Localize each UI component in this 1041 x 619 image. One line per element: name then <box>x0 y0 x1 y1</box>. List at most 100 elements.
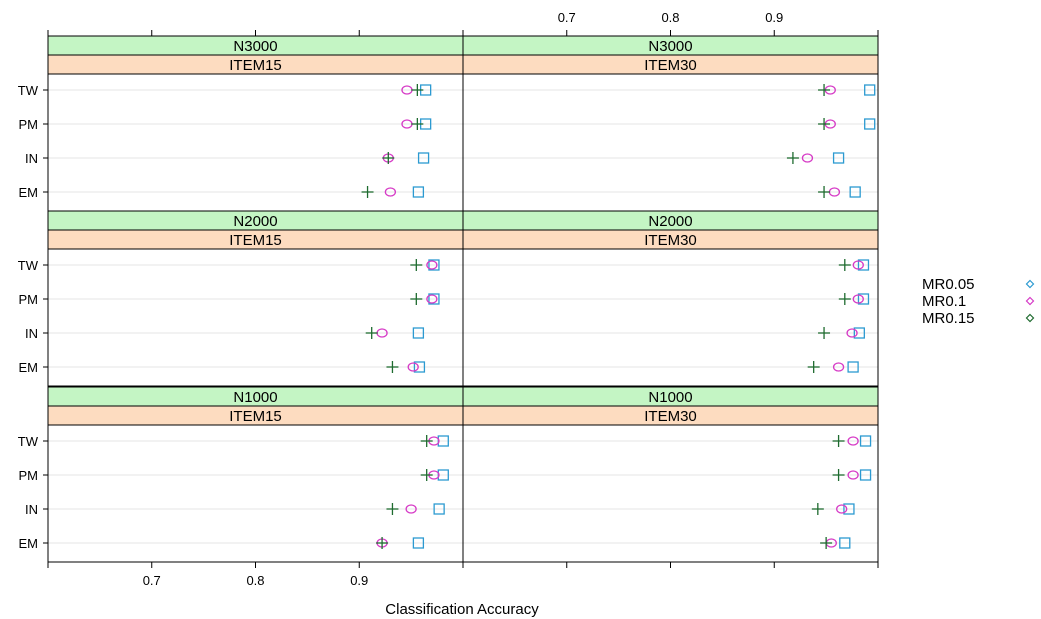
point-mr0-1-tw <box>847 436 859 446</box>
panel-border <box>47 73 464 212</box>
point-mr0-1-em <box>832 362 845 372</box>
strip-item-count-label: ITEM30 <box>644 232 697 249</box>
point-mr0-15-em <box>361 186 374 198</box>
point-mr0-15-pm <box>832 469 845 481</box>
panel-n3000-item30: N3000 ITEM30 <box>462 35 879 212</box>
y-tick-label-em: EM <box>19 185 39 200</box>
point-mr0-05-in <box>832 152 845 164</box>
y-tick-label-em: EM <box>19 360 39 375</box>
point-mr0-15-in <box>365 327 378 339</box>
point-mr0-15-em <box>818 186 831 198</box>
point-mr0-1-tw <box>852 260 864 270</box>
point-mr0-05-em <box>413 361 426 373</box>
point-mr0-05-pm <box>864 118 876 130</box>
point-mr0-05-tw <box>428 259 440 271</box>
strip-sample-size-label: N3000 <box>233 38 277 55</box>
point-mr0-1-in <box>836 504 848 514</box>
x-tick-label-bottom: 0.8 <box>246 573 264 588</box>
y-tick-label-pm: PM <box>19 117 39 132</box>
y-tick-label-pm: PM <box>19 292 39 307</box>
point-mr0-1-in <box>405 504 417 514</box>
point-mr0-1-tw <box>426 260 438 270</box>
x-tick-label-bottom: 0.9 <box>350 573 368 588</box>
strip-item-count-label: ITEM30 <box>644 57 697 74</box>
point-mr0-15-em <box>820 537 833 549</box>
strip-sample-size-label: N2000 <box>233 213 277 230</box>
point-mr0-1-in <box>801 153 814 163</box>
point-mr0-15-tw <box>832 435 845 447</box>
point-mr0-15-pm <box>411 118 424 130</box>
legend-label-mr0-05: MR0.05 <box>922 276 975 293</box>
panel-border <box>47 248 464 387</box>
point-mr0-1-pm <box>426 294 438 304</box>
x-tick-label-top: 0.7 <box>558 10 576 25</box>
panel-border <box>462 424 879 563</box>
point-mr0-05-em <box>847 361 859 373</box>
y-tick-label-em: EM <box>19 536 39 551</box>
y-tick-label-in: IN <box>25 502 38 517</box>
point-mr0-15-in <box>382 152 395 164</box>
point-mr0-1-pm <box>852 294 864 304</box>
legend-label-mr0-15: MR0.15 <box>922 310 975 327</box>
point-mr0-05-pm <box>428 293 440 305</box>
point-mr0-15-tw <box>411 84 424 96</box>
point-mr0-05-in <box>412 327 425 339</box>
strip-sample-size-label: N2000 <box>648 213 692 230</box>
point-mr0-1-in <box>846 328 858 338</box>
x-tick-label-top: 0.9 <box>765 10 783 25</box>
point-mr0-15-in <box>818 327 831 339</box>
point-mr0-15-pm <box>818 118 831 130</box>
point-mr0-05-pm <box>859 469 872 481</box>
point-mr0-05-tw <box>857 259 870 271</box>
point-mr0-05-tw <box>859 435 872 447</box>
y-tick-label-tw: TW <box>18 258 39 273</box>
point-mr0-05-in <box>417 152 430 164</box>
point-mr0-15-tw <box>818 84 831 96</box>
point-mr0-05-in <box>843 503 855 515</box>
panel-border <box>462 73 879 212</box>
panel-n1000-item15: N1000 ITEM15 <box>47 386 464 563</box>
point-mr0-15-pm <box>410 293 423 305</box>
panel-border <box>462 248 879 387</box>
point-mr0-05-em <box>849 186 861 198</box>
x-tick-label-top: 0.8 <box>661 10 679 25</box>
point-mr0-1-em <box>384 187 397 197</box>
point-mr0-05-em <box>412 537 425 549</box>
panel-n1000-item30: N1000 ITEM30 <box>462 386 879 563</box>
point-mr0-15-em <box>376 537 389 549</box>
y-tick-label-in: IN <box>25 151 38 166</box>
y-tick-label-in: IN <box>25 326 38 341</box>
strip-item-count-label: ITEM15 <box>229 232 282 249</box>
panel-border <box>47 424 464 563</box>
point-mr0-15-tw <box>420 435 433 447</box>
legend-symbol-mr0-1 <box>1025 296 1035 306</box>
point-mr0-05-em <box>412 186 425 198</box>
point-mr0-15-in <box>386 503 399 515</box>
point-mr0-05-tw <box>437 435 449 447</box>
strip-sample-size-label: N1000 <box>648 389 692 406</box>
x-tick-label-bottom: 0.7 <box>143 573 161 588</box>
y-tick-label-tw: TW <box>18 434 39 449</box>
point-mr0-15-pm <box>420 469 433 481</box>
y-tick-label-tw: TW <box>18 83 39 98</box>
x-axis-label: Classification Accuracy <box>385 601 539 618</box>
y-tick-label-pm: PM <box>19 468 39 483</box>
strip-item-count-label: ITEM15 <box>229 57 282 74</box>
point-mr0-1-pm <box>847 470 859 480</box>
point-mr0-15-em <box>807 361 820 373</box>
point-mr0-05-em <box>839 537 851 549</box>
point-mr0-05-in <box>433 503 445 515</box>
point-mr0-15-in <box>786 152 799 164</box>
legend-symbol-mr0-05 <box>1025 279 1035 289</box>
point-mr0-05-pm <box>437 469 449 481</box>
legend-symbol-mr0-15 <box>1025 313 1035 323</box>
point-mr0-15-in <box>811 503 824 515</box>
point-mr0-15-tw <box>410 259 423 271</box>
strip-item-count-label: ITEM30 <box>644 408 697 425</box>
point-mr0-05-pm <box>857 293 870 305</box>
panel-n2000-item15: N2000 ITEM15 <box>47 210 464 387</box>
point-mr0-05-in <box>853 327 865 339</box>
point-mr0-1-em <box>407 362 419 372</box>
point-mr0-15-tw <box>838 259 851 271</box>
